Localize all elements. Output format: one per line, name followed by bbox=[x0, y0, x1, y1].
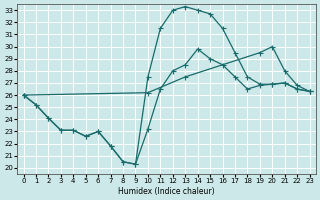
X-axis label: Humidex (Indice chaleur): Humidex (Indice chaleur) bbox=[118, 187, 215, 196]
